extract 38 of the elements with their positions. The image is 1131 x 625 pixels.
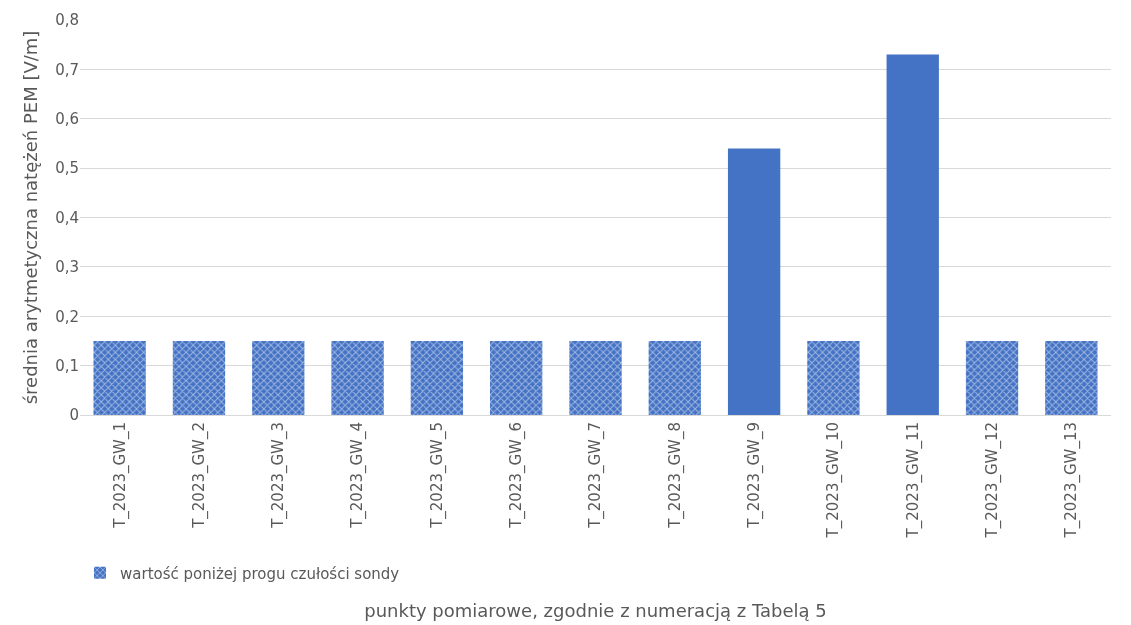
y-tick-label: 0,8 (55, 11, 79, 30)
bar (1045, 340, 1098, 415)
bar (410, 340, 464, 415)
x-tick-label: T_2023_GW_13 (1062, 422, 1082, 539)
bar (727, 148, 781, 415)
y-tick-label: 0,3 (55, 258, 79, 277)
y-tick-label: 0,1 (55, 356, 79, 375)
x-tick-label: T_2023_GW_4 (348, 422, 368, 529)
y-tick-label: 0,5 (55, 159, 79, 178)
y-tick-label: 0,4 (55, 208, 79, 227)
x-tick-label: T_2023_GW_11 (903, 422, 923, 539)
bar (965, 340, 1019, 415)
x-tick-label: T_2023_GW_9 (744, 422, 764, 529)
x-tick-label: T_2023_GW_7 (586, 422, 606, 529)
bar (886, 54, 939, 415)
y-tick-label: 0,6 (55, 110, 79, 128)
bar (569, 340, 622, 415)
x-tick-label: T_2023_GW_2 (189, 422, 209, 529)
bar (807, 340, 860, 415)
x-tick-label: T_2023_GW_5 (427, 422, 447, 529)
bar (252, 340, 305, 415)
x-tick-label: T_2023_GW_1 (110, 422, 130, 529)
x-tick-label: T_2023_GW_3 (269, 422, 289, 529)
y-tick-label: 0 (69, 406, 79, 425)
bar (172, 340, 226, 415)
text: wartość poniżej progu czułości sondy (120, 564, 400, 583)
y-axis-title: średnia arytmetyczna natężeń PEM [V/m] (20, 30, 42, 405)
bar (93, 340, 146, 415)
x-tick-label: T_2023_GW_8 (665, 422, 685, 529)
x-tick-label: T_2023_GW_10 (824, 422, 844, 539)
x-tick-label: T_2023_GW_12 (982, 422, 1002, 539)
x-axis-title: punkty pomiarowe, zgodnie z numeracją z Tabelą 5 (364, 599, 827, 621)
bar (490, 340, 543, 415)
bar (648, 340, 701, 415)
y-tick-label: 0,2 (55, 307, 79, 326)
x-tick-label: T_2023_GW_6 (507, 422, 527, 529)
y-tick-label: 0,7 (55, 60, 79, 79)
bar (331, 340, 384, 415)
